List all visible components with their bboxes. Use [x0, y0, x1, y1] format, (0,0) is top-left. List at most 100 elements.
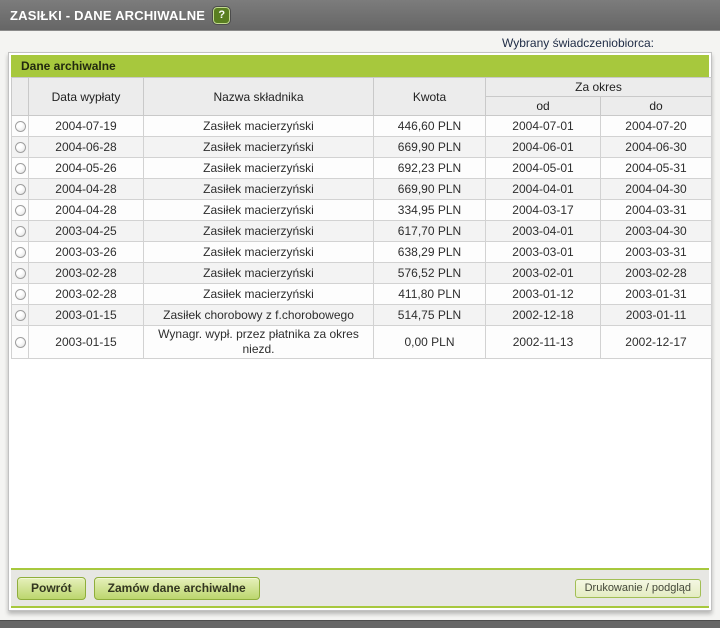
row-select-cell — [11, 304, 29, 326]
amount-cell: 446,60 PLN — [373, 115, 486, 137]
amount-cell: 411,80 PLN — [373, 283, 486, 305]
amount-cell: 617,70 PLN — [373, 220, 486, 242]
component-name-cell: Zasiłek macierzyński — [143, 220, 374, 242]
row-select-radio[interactable] — [14, 309, 26, 321]
amount-cell: 638,29 PLN — [373, 241, 486, 263]
payout-date-cell: 2003-02-28 — [28, 283, 144, 305]
payout-date-cell: 2003-03-26 — [28, 241, 144, 263]
amount-cell: 669,90 PLN — [373, 178, 486, 200]
row-select-radio[interactable] — [14, 204, 26, 216]
table-row: 2004-04-28 Zasiłek macierzyński 334,95 P… — [11, 199, 712, 221]
payout-date-cell: 2004-04-28 — [28, 178, 144, 200]
period-from-cell: 2003-02-01 — [485, 262, 601, 284]
period-from-cell: 2004-03-17 — [485, 199, 601, 221]
row-select-radio[interactable] — [14, 141, 26, 153]
period-to-cell: 2003-02-28 — [600, 262, 712, 284]
table-row: 2003-03-26 Zasiłek macierzyński 638,29 P… — [11, 241, 712, 263]
period-to-cell: 2004-04-30 — [600, 178, 712, 200]
order-archive-data-button[interactable]: Zamów dane archiwalne — [93, 576, 260, 600]
component-name-cell: Zasiłek macierzyński — [143, 157, 374, 179]
period-to-cell: 2003-04-30 — [600, 220, 712, 242]
component-name-cell: Zasiłek chorobowy z f.chorobowego — [143, 304, 374, 326]
column-header-amount: Kwota — [373, 77, 486, 116]
column-header-name: Nazwa składnika — [143, 77, 374, 116]
row-select-cell — [11, 283, 29, 305]
period-to-cell: 2002-12-17 — [600, 325, 712, 359]
component-name-cell: Wynagr. wypł. przez płatnika za okres ni… — [143, 325, 374, 359]
selected-beneficiary-label: Wybrany świadczeniobiorca: — [502, 36, 654, 50]
period-from-cell: 2004-05-01 — [485, 157, 601, 179]
component-name-cell: Zasiłek macierzyński — [143, 283, 374, 305]
row-select-radio[interactable] — [14, 183, 26, 195]
row-select-radio[interactable] — [14, 336, 26, 348]
table-row: 2004-06-28 Zasiłek macierzyński 669,90 P… — [11, 136, 712, 158]
panel-title: Dane archiwalne — [11, 55, 709, 77]
row-select-radio[interactable] — [14, 162, 26, 174]
row-select-cell — [11, 157, 29, 179]
column-header-select — [11, 77, 29, 116]
bottom-bar — [0, 620, 720, 628]
column-header-date: Data wypłaty — [28, 77, 144, 116]
amount-cell: 669,90 PLN — [373, 136, 486, 158]
component-name-cell: Zasiłek macierzyński — [143, 199, 374, 221]
payout-date-cell: 2003-04-25 — [28, 220, 144, 242]
period-from-cell: 2002-12-18 — [485, 304, 601, 326]
page-title: ZASIŁKI - DANE ARCHIWALNE — [10, 7, 206, 23]
period-to-cell: 2003-01-11 — [600, 304, 712, 326]
table-row: 2004-04-28 Zasiłek macierzyński 669,90 P… — [11, 178, 712, 200]
payout-date-cell: 2004-06-28 — [28, 136, 144, 158]
row-select-radio[interactable] — [14, 267, 26, 279]
row-select-radio[interactable] — [14, 288, 26, 300]
component-name-cell: Zasiłek macierzyński — [143, 241, 374, 263]
row-select-cell — [11, 325, 29, 359]
period-from-cell: 2004-06-01 — [485, 136, 601, 158]
row-select-cell — [11, 178, 29, 200]
row-select-cell — [11, 115, 29, 137]
amount-cell: 514,75 PLN — [373, 304, 486, 326]
period-to-cell: 2004-03-31 — [600, 199, 712, 221]
table-row: 2003-01-15 Wynagr. wypł. przez płatnika … — [11, 325, 712, 359]
payout-date-cell: 2004-05-26 — [28, 157, 144, 179]
archive-data-panel: Dane archiwalne Data wypłaty Nazwa skład… — [8, 52, 712, 611]
column-header-period: Za okres — [485, 77, 712, 97]
amount-cell: 576,52 PLN — [373, 262, 486, 284]
component-name-cell: Zasiłek macierzyński — [143, 136, 374, 158]
table-header: Data wypłaty Nazwa składnika Kwota Za ok… — [11, 77, 712, 116]
archive-table: Data wypłaty Nazwa składnika Kwota Za ok… — [11, 77, 712, 359]
amount-cell: 0,00 PLN — [373, 325, 486, 359]
period-to-cell: 2003-03-31 — [600, 241, 712, 263]
period-from-cell: 2003-01-12 — [485, 283, 601, 305]
back-button[interactable]: Powrót — [17, 576, 86, 600]
payout-date-cell: 2004-07-19 — [28, 115, 144, 137]
period-to-cell: 2004-05-31 — [600, 157, 712, 179]
amount-cell: 334,95 PLN — [373, 199, 486, 221]
table-row: 2004-07-19 Zasiłek macierzyński 446,60 P… — [11, 115, 712, 137]
period-from-cell: 2003-03-01 — [485, 241, 601, 263]
period-from-cell: 2004-04-01 — [485, 178, 601, 200]
period-to-cell: 2004-07-20 — [600, 115, 712, 137]
column-header-to: do — [600, 96, 712, 116]
period-to-cell: 2003-01-31 — [600, 283, 712, 305]
component-name-cell: Zasiłek macierzyński — [143, 115, 374, 137]
amount-cell: 692,23 PLN — [373, 157, 486, 179]
period-from-cell: 2003-04-01 — [485, 220, 601, 242]
row-select-cell — [11, 262, 29, 284]
payout-date-cell: 2003-01-15 — [28, 304, 144, 326]
row-select-radio[interactable] — [14, 246, 26, 258]
payout-date-cell: 2003-01-15 — [28, 325, 144, 359]
period-to-cell: 2004-06-30 — [600, 136, 712, 158]
row-select-radio[interactable] — [14, 225, 26, 237]
period-from-cell: 2002-11-13 — [485, 325, 601, 359]
row-select-cell — [11, 220, 29, 242]
help-icon[interactable]: ? — [212, 5, 232, 25]
table-row: 2004-05-26 Zasiłek macierzyński 692,23 P… — [11, 157, 712, 179]
footer-toolbar: Powrót Zamów dane archiwalne Drukowanie … — [11, 568, 709, 608]
row-select-cell — [11, 136, 29, 158]
print-preview-button[interactable]: Drukowanie / podgląd — [574, 578, 701, 598]
row-select-cell — [11, 199, 29, 221]
period-from-cell: 2004-07-01 — [485, 115, 601, 137]
payout-date-cell: 2004-04-28 — [28, 199, 144, 221]
empty-area — [11, 359, 709, 568]
column-header-from: od — [485, 96, 601, 116]
row-select-radio[interactable] — [14, 120, 26, 132]
